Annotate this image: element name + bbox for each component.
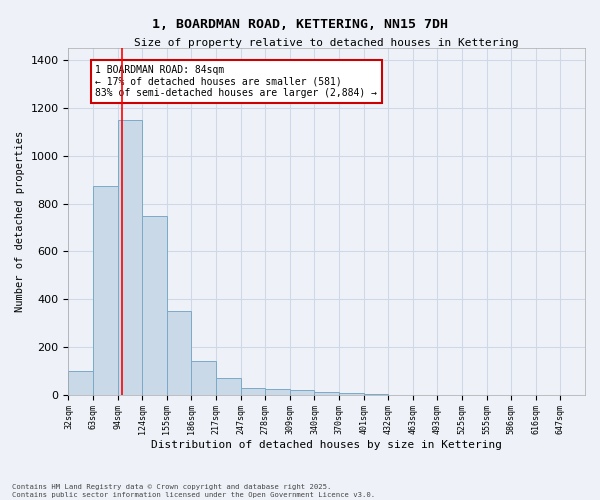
Bar [339,393,364,394]
Text: Contains HM Land Registry data © Crown copyright and database right 2025.
Contai: Contains HM Land Registry data © Crown c… [12,484,375,498]
Bar [191,362,216,394]
Bar [93,186,118,394]
Bar [216,378,241,394]
Bar [290,390,314,394]
Text: 1 BOARDMAN ROAD: 84sqm
← 17% of detached houses are smaller (581)
83% of semi-de: 1 BOARDMAN ROAD: 84sqm ← 17% of detached… [95,65,377,98]
Bar [314,392,339,394]
Bar [68,371,93,394]
Y-axis label: Number of detached properties: Number of detached properties [15,131,25,312]
Bar [241,388,265,394]
Text: 1, BOARDMAN ROAD, KETTERING, NN15 7DH: 1, BOARDMAN ROAD, KETTERING, NN15 7DH [152,18,448,30]
Bar [118,120,142,394]
Bar [142,216,167,394]
Bar [167,311,191,394]
Title: Size of property relative to detached houses in Kettering: Size of property relative to detached ho… [134,38,519,48]
Bar [265,390,290,394]
X-axis label: Distribution of detached houses by size in Kettering: Distribution of detached houses by size … [151,440,502,450]
